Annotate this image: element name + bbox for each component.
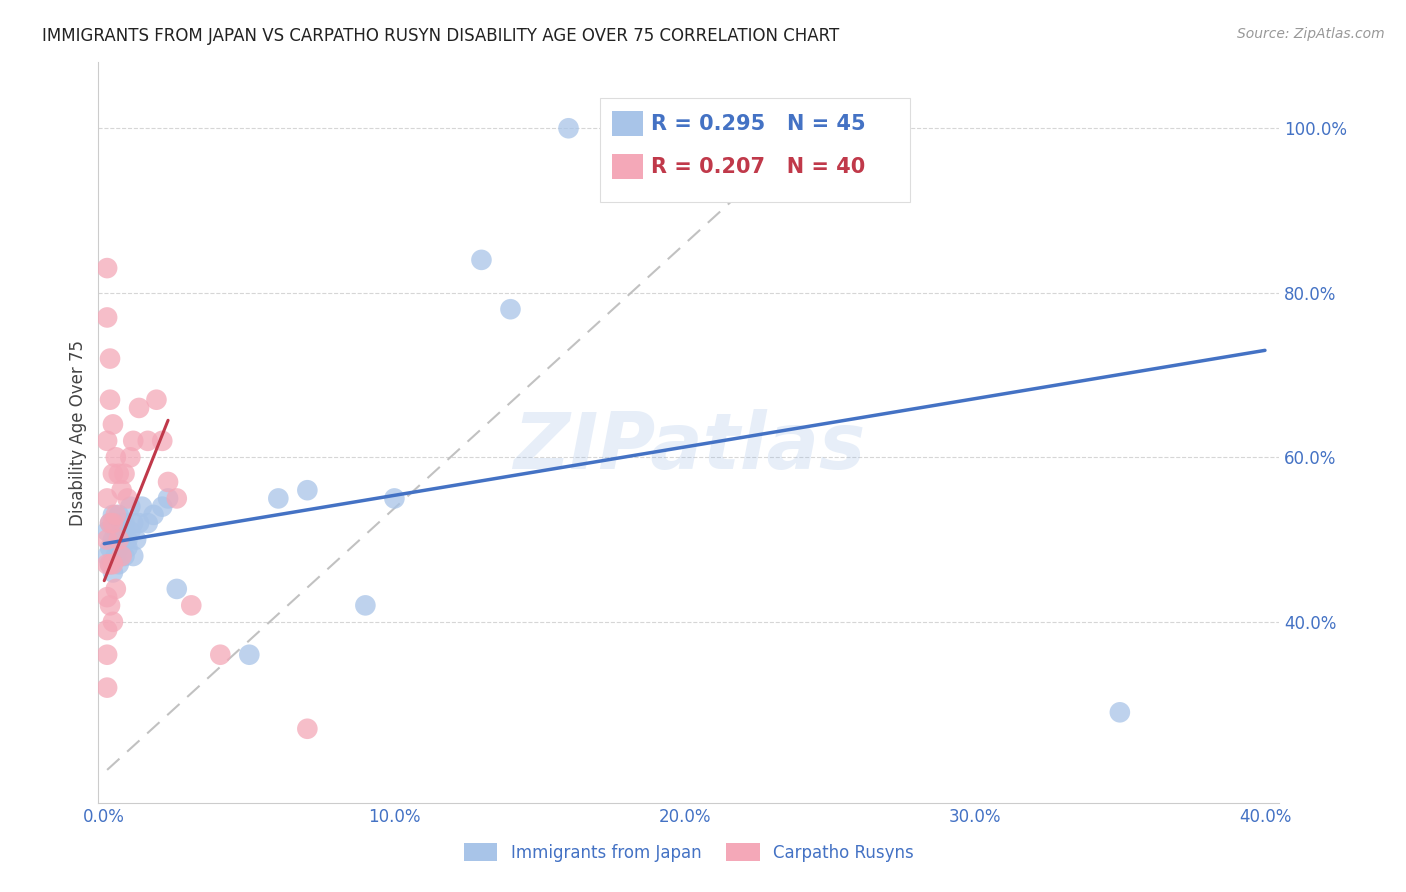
Immigrants from Japan — [673, 121, 696, 136]
Carpatho Rusyns — [180, 599, 202, 613]
Immigrants from Japan — [131, 500, 153, 514]
Immigrants from Japan — [117, 533, 139, 547]
Immigrants from Japan — [157, 491, 180, 506]
Carpatho Rusyns — [209, 648, 232, 662]
Immigrants from Japan — [107, 541, 129, 555]
Immigrants from Japan — [101, 508, 124, 522]
Immigrants from Japan — [122, 516, 145, 530]
Text: Source: ZipAtlas.com: Source: ZipAtlas.com — [1237, 27, 1385, 41]
Immigrants from Japan — [104, 533, 127, 547]
Immigrants from Japan — [267, 491, 290, 506]
Carpatho Rusyns — [122, 434, 145, 448]
Carpatho Rusyns — [120, 450, 142, 465]
Immigrants from Japan — [150, 500, 173, 514]
Carpatho Rusyns — [98, 516, 121, 530]
Carpatho Rusyns — [107, 467, 129, 481]
Carpatho Rusyns — [101, 417, 124, 432]
Immigrants from Japan — [98, 541, 121, 555]
Immigrants from Japan — [111, 516, 134, 530]
Immigrants from Japan — [101, 566, 124, 580]
Carpatho Rusyns — [96, 681, 118, 695]
Carpatho Rusyns — [104, 508, 127, 522]
Immigrants from Japan — [384, 491, 406, 506]
Y-axis label: Disability Age Over 75: Disability Age Over 75 — [69, 340, 87, 525]
Immigrants from Japan — [499, 302, 522, 317]
Immigrants from Japan — [128, 516, 150, 530]
Carpatho Rusyns — [101, 615, 124, 629]
Carpatho Rusyns — [98, 351, 121, 366]
Immigrants from Japan — [557, 121, 579, 136]
Carpatho Rusyns — [96, 558, 118, 572]
Text: IMMIGRANTS FROM JAPAN VS CARPATHO RUSYN DISABILITY AGE OVER 75 CORRELATION CHART: IMMIGRANTS FROM JAPAN VS CARPATHO RUSYN … — [42, 27, 839, 45]
Carpatho Rusyns — [145, 392, 167, 407]
Immigrants from Japan — [111, 533, 134, 547]
Immigrants from Japan — [114, 524, 136, 539]
Carpatho Rusyns — [96, 533, 118, 547]
Carpatho Rusyns — [297, 722, 319, 736]
Immigrants from Japan — [104, 549, 127, 563]
Immigrants from Japan — [1108, 706, 1130, 720]
Immigrants from Japan — [238, 648, 260, 662]
Text: ZIPatlas: ZIPatlas — [513, 409, 865, 485]
Immigrants from Japan — [98, 558, 121, 572]
Carpatho Rusyns — [96, 648, 118, 662]
Carpatho Rusyns — [128, 401, 150, 415]
Immigrants from Japan — [142, 508, 165, 522]
Immigrants from Japan — [136, 516, 159, 530]
Immigrants from Japan — [104, 524, 127, 539]
Carpatho Rusyns — [96, 434, 118, 448]
Immigrants from Japan — [297, 483, 319, 498]
Carpatho Rusyns — [98, 558, 121, 572]
Carpatho Rusyns — [96, 261, 118, 276]
Carpatho Rusyns — [98, 599, 121, 613]
Carpatho Rusyns — [111, 549, 134, 563]
Carpatho Rusyns — [96, 310, 118, 325]
Immigrants from Japan — [114, 516, 136, 530]
Immigrants from Japan — [166, 582, 188, 596]
Immigrants from Japan — [96, 549, 118, 563]
Text: R = 0.207   N = 40: R = 0.207 N = 40 — [651, 157, 865, 177]
Carpatho Rusyns — [101, 516, 124, 530]
Immigrants from Japan — [117, 541, 139, 555]
Immigrants from Japan — [107, 508, 129, 522]
Carpatho Rusyns — [104, 582, 127, 596]
Immigrants from Japan — [107, 558, 129, 572]
Immigrants from Japan — [98, 516, 121, 530]
Carpatho Rusyns — [101, 467, 124, 481]
Legend: Immigrants from Japan, Carpatho Rusyns: Immigrants from Japan, Carpatho Rusyns — [457, 837, 921, 869]
Immigrants from Japan — [125, 533, 148, 547]
Carpatho Rusyns — [96, 590, 118, 604]
Carpatho Rusyns — [150, 434, 173, 448]
Carpatho Rusyns — [117, 491, 139, 506]
Immigrants from Japan — [96, 524, 118, 539]
Immigrants from Japan — [120, 500, 142, 514]
Immigrants from Japan — [114, 549, 136, 563]
Carpatho Rusyns — [96, 491, 118, 506]
Immigrants from Japan — [470, 252, 492, 267]
Carpatho Rusyns — [136, 434, 159, 448]
Carpatho Rusyns — [98, 392, 121, 407]
Immigrants from Japan — [101, 533, 124, 547]
Immigrants from Japan — [354, 599, 377, 613]
Carpatho Rusyns — [96, 623, 118, 637]
Immigrants from Japan — [122, 549, 145, 563]
Immigrants from Japan — [703, 121, 725, 136]
Carpatho Rusyns — [114, 467, 136, 481]
Carpatho Rusyns — [157, 475, 180, 489]
Immigrants from Japan — [644, 121, 666, 136]
Carpatho Rusyns — [104, 450, 127, 465]
Carpatho Rusyns — [166, 491, 188, 506]
Carpatho Rusyns — [107, 533, 129, 547]
Carpatho Rusyns — [111, 483, 134, 498]
Immigrants from Japan — [120, 524, 142, 539]
Text: R = 0.295   N = 45: R = 0.295 N = 45 — [651, 114, 866, 134]
Carpatho Rusyns — [101, 558, 124, 572]
